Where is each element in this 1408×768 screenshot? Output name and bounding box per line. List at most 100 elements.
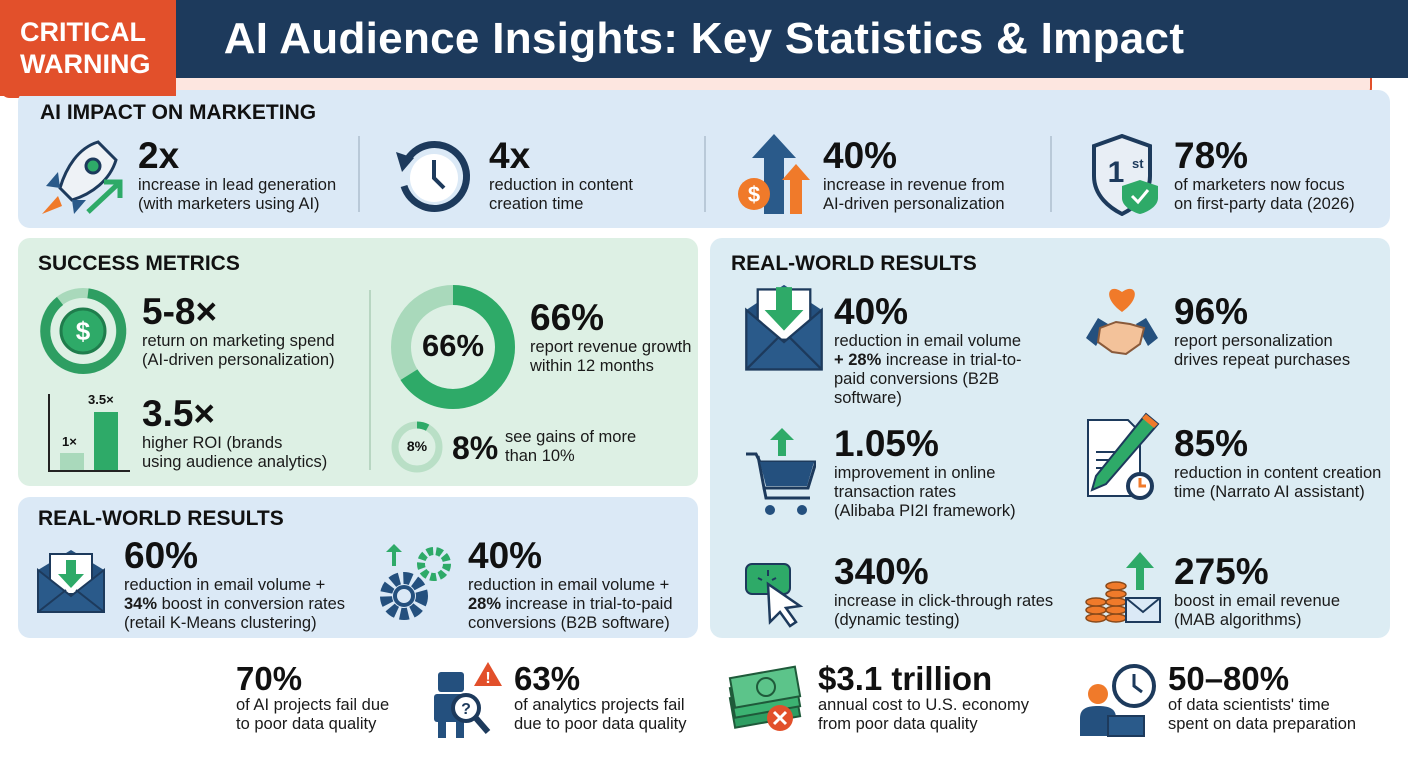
- email-download-icon: [37, 550, 105, 613]
- stat-value: 63%: [514, 660, 581, 697]
- stat-desc: report personalization: [1174, 332, 1333, 350]
- handshake-heart-icon: [1086, 288, 1158, 356]
- bar-1x: [60, 453, 84, 470]
- rocket-icon: [42, 140, 123, 214]
- stat-desc: of AI projects fail due: [236, 696, 390, 714]
- stat-value: 275%: [1174, 551, 1269, 592]
- stat-desc: 28% increase in trial-to-paid: [468, 595, 673, 614]
- stat-desc: 34% boost in conversion rates: [124, 595, 345, 614]
- stat-desc: to poor data quality: [236, 715, 377, 733]
- svg-text:$: $: [76, 316, 91, 346]
- stat-value: 85%: [1174, 423, 1249, 464]
- stat-rw-b2b: 40% reduction in email volume + 28% incr…: [834, 292, 1022, 408]
- stat-desc: higher ROI (brands: [142, 434, 283, 452]
- stat-gains: see gains of more than 10%: [505, 428, 636, 466]
- money-x-icon: [728, 665, 802, 731]
- critical-warning-label: CRITICAL WARNING: [0, 0, 176, 96]
- stat-desc: from poor data quality: [818, 715, 978, 733]
- stat-desc: reduction in email volume: [834, 332, 1022, 350]
- stat-value: 5-8×: [142, 291, 218, 332]
- click-cursor-icon: [745, 563, 804, 628]
- growth-donut-label: 66%: [421, 328, 485, 363]
- stat-desc: paid conversions (B2B: [834, 370, 1000, 388]
- stat-value: 40%: [468, 535, 543, 576]
- stat-desc: + 28% increase in trial-to-: [834, 351, 1022, 370]
- stat-value: 60%: [124, 535, 199, 576]
- stat-data-prep-time: 50–80% of data scientists' time spent on…: [1168, 662, 1356, 734]
- svg-text:st: st: [1132, 156, 1144, 171]
- stat-retail-kmeans: 60% reduction in email volume + 34% boos…: [124, 536, 345, 633]
- stat-desc: transaction rates: [834, 483, 956, 501]
- stat-desc: creation time: [489, 195, 584, 213]
- stat-desc: AI-driven personalization: [823, 195, 1005, 213]
- real-world-results-title: REAL-WORLD RESULTS: [731, 252, 977, 275]
- revenue-arrows-icon: $: [738, 134, 810, 214]
- stat-desc: of marketers now focus: [1174, 176, 1345, 194]
- stat-desc: using audience analytics): [142, 453, 328, 471]
- cart-icon: [746, 428, 816, 515]
- divider: [1050, 136, 1052, 212]
- stat-desc: reduction in content creation: [1174, 464, 1382, 482]
- stat-desc: on first-party data (2026): [1174, 195, 1355, 213]
- bar-label: 1×: [62, 434, 77, 449]
- stat-analytics-projects-fail: 63% of analytics projects fail due to po…: [514, 662, 686, 734]
- stat-value: 66%: [530, 297, 605, 338]
- stat-ai-projects-fail: 70% of AI projects fail due to poor data…: [236, 662, 389, 734]
- bar-label: 3.5×: [88, 392, 114, 407]
- header-banner: AI Audience Insights: Key Statistics & I…: [0, 0, 1408, 78]
- first-shield-icon: 1 st: [1092, 134, 1158, 216]
- stat-desc: (dynamic testing): [834, 611, 960, 629]
- stat-desc: of analytics projects fail: [514, 696, 685, 714]
- stat-value: 78%: [1174, 135, 1249, 176]
- ai-impact-title: AI IMPACT ON MARKETING: [40, 101, 317, 124]
- stat-value: 40%: [823, 135, 898, 176]
- document-pencil-icon: [1087, 412, 1160, 500]
- stat-desc: within 12 months: [530, 357, 654, 375]
- gains-donut-label: 8%: [406, 438, 428, 454]
- roi-bar-chart-icon: 1× 3.5×: [46, 390, 132, 472]
- clock-icon: [396, 141, 470, 212]
- svg-text:!: !: [485, 670, 490, 687]
- axis: [48, 394, 50, 472]
- robot-warning-icon: ! ?: [434, 662, 502, 738]
- divider: [369, 290, 371, 470]
- stat-value: 70%: [236, 660, 303, 697]
- stat-value: 96%: [1174, 291, 1249, 332]
- svg-text:1: 1: [1108, 156, 1125, 189]
- stat-transaction-rates: 1.05% improvement in online transaction …: [834, 424, 1016, 521]
- stat-desc-text: increase in trial-to-paid: [501, 595, 673, 613]
- stat-desc: increase in lead generation: [138, 176, 337, 194]
- stat-desc: report revenue growth: [530, 338, 692, 356]
- stat-value: $3.1 trillion: [818, 660, 993, 697]
- coins-email-icon: [1085, 552, 1161, 623]
- gains-donut: [391, 421, 443, 473]
- stat-desc-text: increase in trial-to-: [881, 351, 1022, 369]
- stat-desc: spent on data preparation: [1168, 715, 1357, 733]
- stat-value: 1.05%: [834, 423, 939, 464]
- stat-desc: (Alibaba PI2I framework): [834, 502, 1016, 520]
- stat-highlight: 34%: [124, 595, 158, 613]
- warning-label-line: CRITICAL: [20, 17, 146, 47]
- stat-value: 340%: [834, 551, 929, 592]
- stat-desc-text: boost in conversion rates: [157, 595, 346, 613]
- dollar-ring-icon: $: [40, 288, 127, 374]
- stat-desc: (with marketers using AI): [138, 195, 320, 213]
- stat-roi-brands: 3.5× higher ROI (brands using audience a…: [142, 394, 327, 472]
- stat-desc: return on marketing spend: [142, 332, 335, 350]
- email-download-icon: [745, 284, 823, 371]
- success-metrics-title: SUCCESS METRICS: [38, 252, 240, 275]
- stat-desc: annual cost to U.S. economy: [818, 696, 1029, 714]
- stat-desc: reduction in content: [489, 176, 634, 194]
- svg-text:?: ?: [461, 701, 471, 718]
- stat-b2b-software: 40% reduction in email volume + 28% incr…: [468, 536, 673, 633]
- stat-desc: drives repeat purchases: [1174, 351, 1351, 369]
- bar-3-5x: [94, 412, 118, 470]
- svg-text:$: $: [748, 182, 760, 207]
- divider: [358, 136, 360, 212]
- real-world-results-panel-right: [710, 238, 1390, 638]
- stat-desc: of data scientists' time: [1168, 696, 1330, 714]
- stat-desc: (retail K-Means clustering): [124, 614, 317, 632]
- stat-first-party-data: 78% of marketers now focus on first-part…: [1174, 136, 1355, 214]
- growth-donut: [391, 285, 515, 409]
- stat-value: 4x: [489, 135, 531, 176]
